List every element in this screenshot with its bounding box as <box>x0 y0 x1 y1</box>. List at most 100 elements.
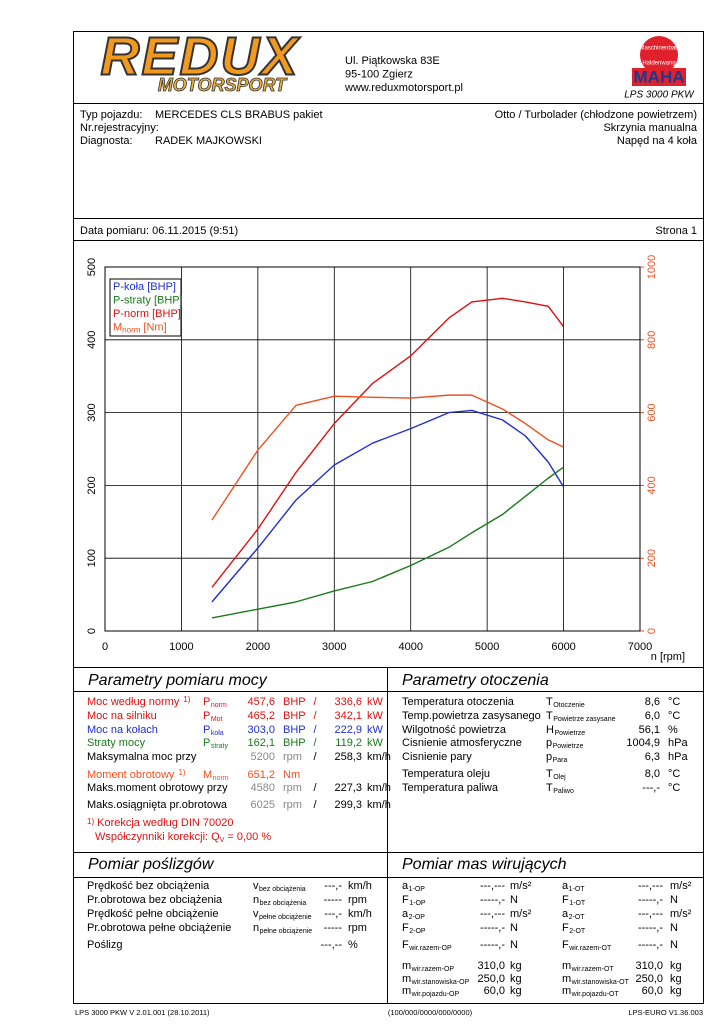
slip-unit: rpm <box>348 894 367 906</box>
separator: / <box>313 696 317 708</box>
param-label: Moc na silniku <box>87 710 157 722</box>
symbol-sub: wir.razem-OP <box>408 945 452 952</box>
vehicle-value: RADEK MAJKOWSKI <box>155 135 262 147</box>
mass-unit: kg <box>510 985 522 997</box>
slip-label: Prędkość bez obciążenia <box>87 880 210 892</box>
factor-sub: V <box>220 837 225 844</box>
symbol-sub: Paliwo <box>553 788 574 795</box>
env-unit: % <box>668 724 678 736</box>
env-unit: hPa <box>668 737 688 749</box>
env-unit: hPa <box>668 751 688 763</box>
vehicle-label: Nr.rejestracyjny: <box>80 122 159 134</box>
env-value: 8,6 <box>645 696 660 708</box>
symbol: m <box>562 985 571 997</box>
param-unit: rpm <box>283 751 302 763</box>
y2-tick-label: 0 <box>646 628 658 634</box>
vehicle-label: Diagnosta: <box>80 135 133 147</box>
series-line <box>211 466 564 619</box>
env-label: Wilgotność powietrza <box>402 724 507 736</box>
slip-unit: km/h <box>348 908 372 920</box>
symbol-sub: wir.pojazdu-OT <box>571 991 620 998</box>
symbol: p <box>546 737 552 749</box>
symbol-sub: 1-OP <box>409 886 426 893</box>
symbol-sub: wir.razem-OT <box>571 966 615 973</box>
param-value: 651,2 <box>247 769 275 781</box>
mass-unit: kg <box>510 960 522 972</box>
series-line <box>211 394 564 521</box>
env-label: Temperatura otoczenia <box>402 696 515 708</box>
y2-tick-label: 1000 <box>646 255 658 279</box>
x-tick-label: 2000 <box>246 641 270 653</box>
env-unit: °C <box>668 696 680 708</box>
symbol: T <box>546 710 553 722</box>
symbol-sub: norm <box>213 775 229 782</box>
symbol: v <box>253 908 259 920</box>
vehicle-label: Typ pojazdu: <box>80 109 142 121</box>
slip-label: Pr.obrotowa bez obciążenia <box>87 894 223 906</box>
env-label: Temperatura oleju <box>402 768 490 780</box>
mass-unit: kg <box>510 973 522 985</box>
symbol-sub: 2-OP <box>409 928 426 935</box>
mass-unit: kg <box>670 985 682 997</box>
mass-unit: kg <box>670 973 682 985</box>
symbol: T <box>546 696 553 708</box>
symbol-sub: straty <box>211 743 229 750</box>
symbol-sub: koła <box>211 730 224 737</box>
symbol: m <box>402 960 411 972</box>
section-title: Pomiar poślizgów <box>88 856 215 873</box>
section-title: Parametry otoczenia <box>402 672 549 689</box>
x-tick-label: 1000 <box>169 641 193 653</box>
page-frame <box>73 31 704 1004</box>
symbol-sub: 1-OP <box>409 900 426 907</box>
logo: REDUX MOTORSPORT <box>99 25 299 95</box>
factor-text: Współczynniki korekcji: Q <box>95 831 220 843</box>
symbol-sub: pełne obciążenie <box>259 914 312 921</box>
mass-value: -----,- <box>480 894 505 906</box>
vehicle-info: Skrzynia manualna <box>603 122 697 134</box>
slip-label: Prędkość pełne obciążenie <box>87 908 218 920</box>
env-value: ---,- <box>642 782 660 794</box>
symbol-sub: wir.pojazdu-OP <box>411 991 460 998</box>
y2-tick-label: 800 <box>646 331 658 349</box>
param-unit: BHP <box>283 724 306 736</box>
legend-entry: P-koła [BHP] <box>113 281 176 293</box>
mass-unit: N <box>670 939 678 951</box>
param-unit: BHP <box>283 696 306 708</box>
param-value: 457,6 <box>247 696 275 708</box>
x-tick-label: 3000 <box>322 641 346 653</box>
mass-value: -----,- <box>480 939 505 951</box>
page-number: Strona 1 <box>655 225 697 237</box>
x-tick-label: 0 <box>102 641 108 653</box>
symbol: a <box>562 880 569 892</box>
param-value: 222,9 <box>334 724 362 736</box>
y2-tick-label: 400 <box>646 476 658 494</box>
symbol: F <box>402 894 409 906</box>
env-label: Cisnienie atmosferyczne <box>402 737 522 749</box>
mass-value: -----,- <box>638 939 663 951</box>
symbol-sub: 2-OP <box>409 914 426 921</box>
mass-value: 60,0 <box>642 985 663 997</box>
section-title: Pomiar mas wirujących <box>402 856 567 873</box>
symbol-sub: 1-OT <box>569 886 586 893</box>
slip-value: ----- <box>324 894 343 906</box>
symbol-sub: 2-OT <box>569 928 586 935</box>
symbol-sub: Powietrze <box>554 730 585 737</box>
symbol-sub: wir.stanowiska-OT <box>571 979 630 986</box>
y2-tick-label: 200 <box>646 549 658 567</box>
x-tick-label: 7000 <box>628 641 652 653</box>
slip-unit: % <box>348 939 358 951</box>
symbol: a <box>402 880 409 892</box>
env-value: 6,0 <box>645 710 660 722</box>
param-unit: kW <box>367 696 384 708</box>
maha-logo: Maschinenbau Haldenwang MAHA LPS 3000 PK… <box>624 36 695 101</box>
vehicle-info: Napęd na 4 koła <box>617 135 698 147</box>
symbol-sub: Powietrze zasysane <box>553 716 615 723</box>
param-value: 5200 <box>251 751 275 763</box>
param-unit: kW <box>367 724 384 736</box>
symbol: F <box>562 922 569 934</box>
mass-value: ---,--- <box>638 908 663 920</box>
mass-value: -----,- <box>638 922 663 934</box>
env-value: 8,0 <box>645 768 660 780</box>
slip-label: Pr.obrotowa pełne obciążenie <box>87 922 231 934</box>
